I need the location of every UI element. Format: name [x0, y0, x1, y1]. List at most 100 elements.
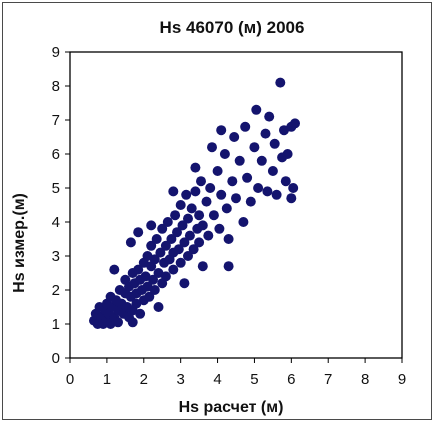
y-tick-label: 3: [52, 248, 60, 265]
data-point: [275, 77, 286, 88]
data-point: [151, 234, 162, 244]
data-point: [229, 132, 240, 142]
data-point: [203, 230, 214, 241]
data-point: [286, 193, 297, 204]
data-point: [133, 264, 144, 275]
x-tick-label: 3: [176, 371, 184, 388]
data-point: [249, 142, 260, 153]
data-point: [184, 230, 195, 241]
data-point: [214, 223, 225, 234]
data-point: [133, 227, 144, 238]
data-point: [144, 291, 155, 302]
data-point: [234, 155, 245, 166]
data-point: [183, 251, 193, 261]
data-point: [149, 285, 160, 295]
y-axis-ticks: 0 1 2 3 4 5 6 7 8 9: [52, 44, 70, 367]
data-point: [240, 121, 251, 132]
data-point: [157, 223, 168, 234]
x-axis-ticks: 0 1 2 3 4 5 6 7 8 9: [66, 358, 406, 388]
data-point: [179, 237, 190, 248]
x-tick-label: 8: [361, 371, 369, 388]
data-point: [208, 210, 219, 221]
data-point: [160, 271, 171, 282]
y-tick-label: 9: [52, 44, 60, 61]
data-point: [173, 244, 184, 255]
data-point: [186, 203, 197, 214]
x-tick-label: 1: [103, 371, 111, 388]
data-point: [155, 247, 166, 258]
data-point: [264, 111, 275, 122]
data-point: [179, 278, 190, 289]
data-point: [146, 220, 157, 231]
data-point: [196, 176, 206, 187]
data-point: [160, 240, 171, 251]
data-point: [216, 125, 227, 136]
data-point: [271, 189, 282, 200]
data-point: [221, 203, 232, 214]
data-point: [231, 193, 241, 204]
x-tick-label: 5: [250, 371, 258, 388]
data-point: [212, 166, 223, 176]
data-point: [135, 308, 146, 319]
data-point: [194, 237, 205, 248]
data-point: [197, 261, 208, 272]
y-tick-label: 1: [52, 316, 60, 333]
x-tick-label: 4: [213, 371, 221, 388]
y-tick-label: 2: [52, 282, 60, 299]
data-point: [282, 149, 293, 159]
data-point: [170, 210, 181, 221]
data-point: [188, 244, 199, 255]
chart-title: Hs 46070 (м) 2006: [160, 18, 305, 37]
data-point: [260, 128, 271, 139]
x-tick-label: 0: [66, 371, 74, 388]
data-point: [127, 317, 138, 328]
data-point: [181, 189, 192, 200]
x-tick-label: 7: [324, 371, 332, 388]
data-point: [197, 220, 208, 231]
data-point: [205, 183, 216, 193]
y-tick-label: 4: [52, 214, 60, 231]
data-point: [245, 196, 256, 207]
x-tick-label: 9: [398, 371, 406, 388]
data-point: [109, 264, 120, 275]
data-point: [113, 317, 123, 328]
data-point: [149, 254, 160, 265]
data-point: [175, 257, 186, 268]
data-point: [253, 183, 264, 193]
y-axis-label: Hs измер.(м): [11, 193, 28, 293]
data-point: [290, 118, 300, 129]
data-point: [162, 217, 173, 227]
data-point: [168, 264, 179, 275]
data-point: [153, 302, 164, 312]
data-point: [190, 162, 201, 173]
data-point: [148, 274, 158, 285]
data-point: [168, 186, 179, 197]
x-tick-label: 2: [140, 371, 148, 388]
data-point: [262, 186, 273, 197]
data-point: [190, 186, 201, 197]
data-point: [201, 196, 212, 207]
data-point: [251, 104, 262, 115]
data-point: [280, 176, 291, 187]
data-point: [207, 142, 217, 153]
data-point: [267, 166, 278, 176]
data-point: [172, 227, 182, 238]
x-axis-label: Hs расчет (м): [179, 399, 284, 416]
data-point: [183, 213, 193, 224]
data-point: [238, 217, 249, 227]
data-point: [194, 210, 205, 221]
y-tick-label: 8: [52, 78, 60, 95]
data-point: [125, 237, 136, 248]
data-point: [219, 149, 230, 159]
data-point: [146, 240, 157, 251]
data-point: [227, 176, 238, 187]
data-point: [177, 220, 188, 231]
x-tick-label: 6: [287, 371, 295, 388]
data-point: [288, 183, 299, 193]
y-tick-label: 6: [52, 146, 60, 163]
data-point: [256, 155, 267, 166]
plot-area: [69, 51, 403, 359]
data-point: [166, 234, 177, 244]
data-point: [223, 261, 234, 272]
